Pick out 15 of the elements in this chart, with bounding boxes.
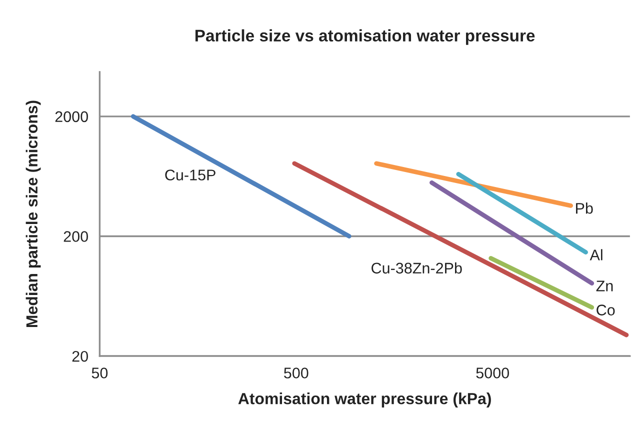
y-axis-title: Median particle size (microns) bbox=[26, 100, 41, 327]
series-label: Zn bbox=[596, 280, 613, 292]
series-label: Co bbox=[596, 304, 615, 316]
y-tick-label: 200 bbox=[64, 231, 88, 242]
series-label: Cu-38Zn-2Pb bbox=[372, 262, 462, 274]
series-label: Cu-15P bbox=[165, 170, 216, 180]
x-tick-label: 5000 bbox=[476, 368, 509, 378]
y-tick-label: 2000 bbox=[55, 111, 88, 122]
series-label: Al bbox=[590, 249, 602, 260]
x-tick-label: 500 bbox=[284, 368, 308, 378]
y-tick-label: 20 bbox=[72, 350, 88, 362]
x-tick-label: 50 bbox=[92, 368, 108, 378]
series-label: Pb bbox=[576, 202, 593, 214]
x-axis-title: Atomisation water pressure (kPa) bbox=[238, 392, 491, 408]
chart-title: Particle size vs atomisation water pressure bbox=[195, 29, 535, 45]
